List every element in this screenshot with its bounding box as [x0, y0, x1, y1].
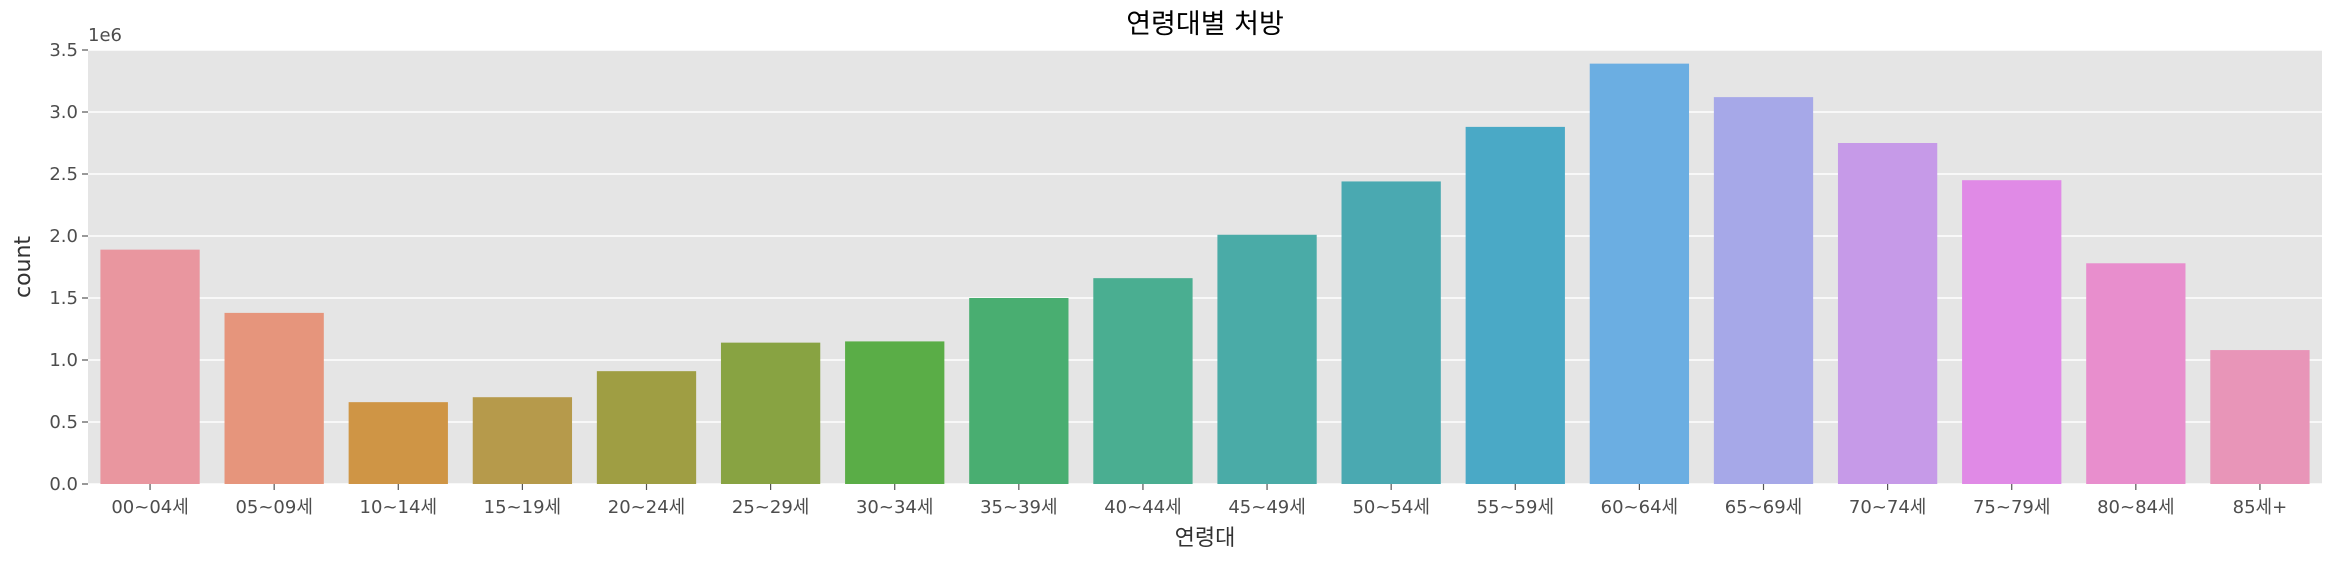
bar — [1589, 63, 1690, 484]
bar — [969, 298, 1069, 484]
x-tick-label: 15~19세 — [484, 497, 561, 518]
x-axis-ticks: 00~04세 05~09세 10~14세 15~19세 20~24세 25~29세 30~3… — [111, 484, 2287, 518]
y-tick-label: 2.0 — [49, 226, 78, 247]
x-tick-label: 60~64세 — [1601, 497, 1678, 518]
y-axis-ticks: 0.0 0.5 1.0 1.5 2.0 2.5 3.0 3.5 — [49, 40, 88, 495]
bar — [1713, 97, 1814, 485]
x-tick-label: 65~69세 — [1725, 497, 1802, 518]
y-tick-label: 1.0 — [49, 350, 78, 371]
x-tick-label: 00~04세 — [111, 497, 188, 518]
x-tick-label: 40~44세 — [1104, 497, 1181, 518]
x-tick-label: 50~54세 — [1352, 497, 1429, 518]
y-axis-offset-label: 1e6 — [88, 25, 122, 46]
bar — [720, 342, 821, 484]
y-tick-label: 0.0 — [49, 474, 78, 495]
bar — [1465, 126, 1565, 484]
bars — [100, 63, 2310, 485]
x-tick-label: 20~24세 — [608, 497, 685, 518]
y-tick-label: 3.0 — [49, 102, 78, 123]
x-tick-label: 45~49세 — [1228, 497, 1305, 518]
bar — [1217, 234, 1317, 484]
x-tick-label: 35~39세 — [980, 497, 1057, 518]
bar — [348, 402, 448, 484]
bar — [1341, 181, 1441, 484]
x-tick-label: 75~79세 — [1973, 497, 2050, 518]
bar — [2210, 350, 2310, 484]
y-axis-label: count — [11, 236, 36, 298]
x-tick-label: 05~09세 — [235, 497, 312, 518]
x-tick-label: 85세+ — [2233, 497, 2288, 518]
bar — [596, 371, 697, 484]
x-tick-label: 30~34세 — [856, 497, 933, 518]
x-axis-label: 연령대 — [1175, 526, 1236, 551]
x-tick-label: 55~59세 — [1477, 497, 1554, 518]
y-tick-label: 0.5 — [49, 412, 78, 433]
bar — [100, 249, 200, 484]
bar — [1962, 180, 2062, 484]
x-tick-label: 70~74세 — [1849, 497, 1926, 518]
bar — [2086, 263, 2186, 484]
bar — [1837, 143, 1938, 484]
chart-title: 연령대별 처방 — [1126, 9, 1284, 40]
bar — [224, 312, 324, 484]
bar — [845, 341, 945, 484]
x-tick-label: 10~14세 — [360, 497, 437, 518]
y-tick-label: 1.5 — [49, 288, 78, 309]
plot-area — [88, 50, 2322, 484]
y-tick-label: 3.5 — [49, 40, 78, 61]
bar — [472, 397, 573, 484]
bar — [1093, 278, 1193, 484]
grid-lines — [88, 49, 2322, 485]
x-tick-label: 25~29세 — [732, 497, 809, 518]
x-tick-label: 80~84세 — [2097, 497, 2174, 518]
y-tick-label: 2.5 — [49, 164, 78, 185]
